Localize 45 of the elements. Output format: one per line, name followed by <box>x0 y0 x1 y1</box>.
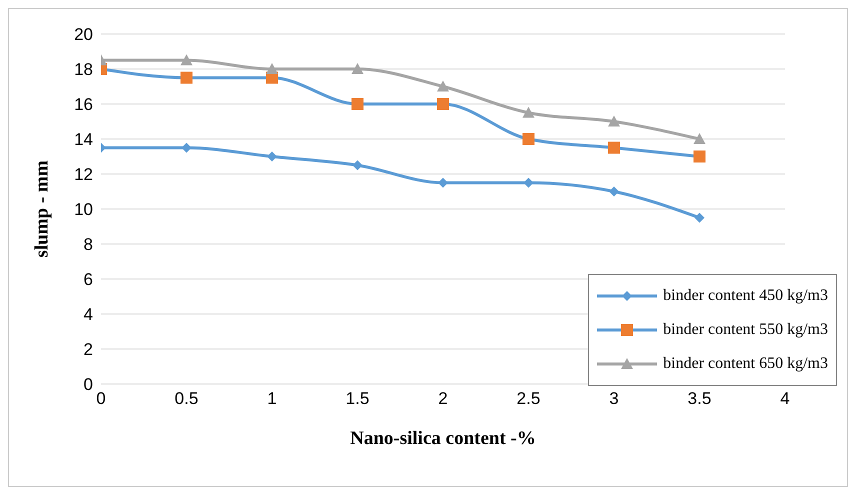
point <box>694 212 704 223</box>
point <box>352 63 364 74</box>
x-tick-label: 3 <box>609 389 619 408</box>
point <box>352 160 362 170</box>
y-tick-label: 16 <box>74 95 93 114</box>
point <box>352 98 364 110</box>
point <box>266 63 278 74</box>
point <box>267 152 277 162</box>
x-tick-label: 2.5 <box>516 389 540 408</box>
x-axis-title: Nano-silica content -% <box>350 428 536 449</box>
point <box>694 150 706 162</box>
y-tick-label: 20 <box>74 25 93 44</box>
point <box>694 133 706 144</box>
y-tick-label: 12 <box>74 165 93 184</box>
x-tick-label: 2 <box>438 389 448 408</box>
legend-label: binder content 450 kg/m3 <box>663 287 828 305</box>
y-tick-label: 14 <box>74 130 93 150</box>
point <box>524 178 534 188</box>
point <box>608 116 620 126</box>
y-axis-title: slump - mm <box>32 160 53 258</box>
y-tick-label: 10 <box>74 200 93 220</box>
y-tick-label: 4 <box>84 305 93 324</box>
point <box>608 142 620 154</box>
point <box>522 106 534 118</box>
x-tick-label: 0 <box>96 389 106 408</box>
y-tick-label: 8 <box>84 235 93 254</box>
x-tick-label: 1 <box>267 389 277 408</box>
y-tick-label: 2 <box>84 340 93 360</box>
point <box>438 178 448 188</box>
x-tick-label: 0.5 <box>174 389 198 408</box>
point <box>180 72 192 84</box>
x-tick-label: 4 <box>780 389 790 408</box>
point <box>437 98 449 110</box>
x-tick-label: 3.5 <box>688 389 712 408</box>
y-tick-label: 0 <box>84 375 93 394</box>
point <box>182 142 192 153</box>
point <box>522 133 534 145</box>
legend-label: binder content 650 kg/m3 <box>663 355 828 373</box>
legend-label: binder content 550 kg/m3 <box>663 321 828 339</box>
y-tick-label: 6 <box>84 270 93 290</box>
y-tick-label: 18 <box>74 60 93 80</box>
x-tick-label: 1.5 <box>346 389 370 408</box>
point <box>180 54 192 66</box>
point <box>437 80 449 92</box>
point <box>609 186 619 196</box>
